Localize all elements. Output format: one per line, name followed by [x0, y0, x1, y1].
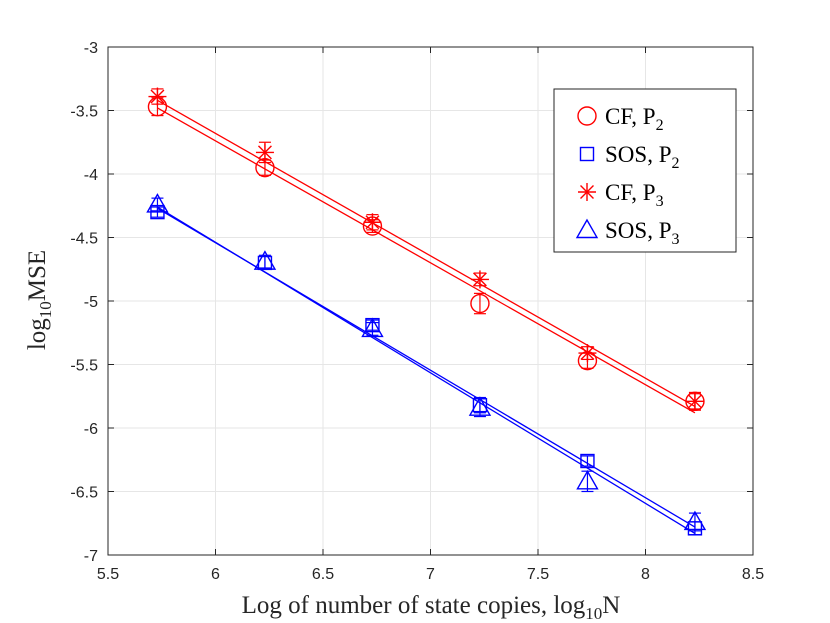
error-bar: [151, 197, 164, 212]
data-point-triangle: [361, 317, 384, 338]
data-point-asterisk: [255, 143, 274, 162]
fit-line-series-2: [157, 99, 696, 407]
legend-markers: [575, 106, 599, 239]
y-tick-label: -4.5: [70, 231, 98, 248]
legend-entry-cf-p2: CF, P2: [605, 104, 664, 134]
data-point-asterisk: [578, 344, 597, 363]
x-tick-label: 7.5: [527, 566, 549, 583]
x-tick-label: 5.5: [97, 566, 119, 583]
y-axis-label-sub: 10: [36, 301, 55, 318]
legend: CF, P2 SOS, P2 CF, P3 SOS, P3: [553, 88, 737, 253]
fit-line-series-0: [157, 107, 696, 414]
x-axis-label-tail: N: [602, 592, 620, 619]
y-tick-label: -5: [84, 294, 98, 311]
y-tick-label: -3.5: [70, 104, 98, 121]
error-bar: [366, 321, 379, 336]
data-markers: [146, 87, 707, 536]
axis-ticks: 5.5 6 6.5 7 7.5 8 8.5 -3 -3.5 -4 -4.5 -5 -5.5 -6 -6.5 -…: [70, 40, 764, 583]
y-tick-label: -3: [84, 40, 98, 57]
x-axis-label-main: Log of number of state copies, log: [242, 592, 586, 619]
fit-lines: [157, 99, 696, 534]
x-tick-label: 7: [426, 566, 435, 583]
data-point-square: [580, 453, 595, 469]
legend-marker-triangle: [575, 218, 599, 239]
error-bar: [581, 455, 594, 467]
data-point-asterisk: [470, 270, 489, 289]
error-bar: [258, 254, 271, 269]
y-tick-label: -6.5: [70, 485, 98, 502]
data-point-triangle: [576, 469, 599, 490]
y-tick-label: -5.5: [70, 358, 98, 375]
y-tick-label: -4: [84, 167, 98, 184]
y-tick-label: -6: [84, 421, 98, 438]
error-bar: [473, 292, 486, 315]
legend-marker-asterisk: [578, 183, 596, 201]
x-tick-label: 8.5: [742, 566, 764, 583]
y-tick-label: -7: [84, 548, 98, 565]
legend-entry-cf-p3: CF, P3: [605, 180, 664, 210]
y-axis-label: log10MSE: [24, 250, 55, 350]
x-tick-label: 8: [641, 566, 650, 583]
x-axis-label-sub: 10: [585, 604, 602, 623]
data-point-triangle: [683, 510, 707, 531]
x-axis-label: Log of number of state copies, log10N: [242, 592, 621, 623]
x-tick-label: 6.5: [312, 566, 334, 583]
data-point-asterisk: [363, 213, 382, 232]
legend-marker-square: [579, 146, 595, 162]
legend-marker-circle: [577, 106, 597, 126]
data-point-asterisk: [685, 392, 704, 411]
data-point-triangle: [146, 193, 169, 213]
data-point-triangle: [468, 396, 492, 416]
y-axis-label-tail: MSE: [24, 250, 51, 301]
x-tick-label: 6: [211, 566, 220, 583]
fit-line-series-3: [157, 206, 696, 534]
legend-entry-sos-p3: SOS, P3: [605, 218, 679, 248]
y-axis-label-main: log: [24, 318, 51, 350]
data-point-triangle: [253, 250, 277, 270]
data-point-asterisk: [148, 87, 167, 106]
data-point-circle: [470, 293, 490, 314]
legend-entry-sos-p2: SOS, P2: [605, 142, 679, 172]
